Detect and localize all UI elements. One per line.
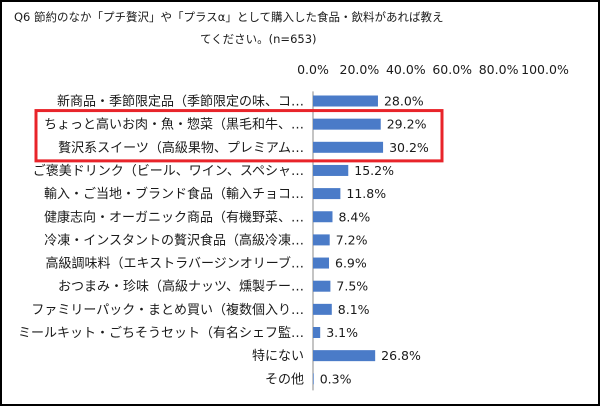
category-label: おつまみ・珍味（高級ナッツ、燻製チー…	[58, 279, 304, 295]
bar	[313, 95, 378, 107]
data-label: 26.8%	[381, 348, 421, 363]
data-label: 8.1%	[338, 302, 370, 317]
category-label: 輸入・ご当地・ブランド食品（輸入チョコ…	[44, 186, 304, 202]
data-label: 11.8%	[346, 186, 386, 201]
bar	[313, 118, 381, 130]
data-label: 3.1%	[326, 325, 358, 340]
category-label: 新商品・季節限定品（季節限定の味、コ…	[57, 94, 304, 110]
data-label: 6.9%	[335, 256, 367, 271]
data-label: 0.3%	[320, 371, 352, 386]
bar	[313, 257, 330, 269]
x-tick-label: 100.0%	[521, 62, 569, 77]
bar	[313, 350, 376, 362]
data-label: 29.2%	[387, 117, 427, 132]
highlight-box	[34, 109, 444, 163]
category-label: 健康志向・オーガニック商品（有機野菜、…	[44, 209, 304, 225]
data-label: 15.2%	[354, 163, 394, 178]
bar	[313, 164, 349, 176]
bar	[313, 280, 331, 292]
bar	[313, 327, 321, 338]
bar	[313, 211, 333, 223]
data-label: 28.0%	[384, 94, 424, 109]
bar	[313, 234, 330, 246]
data-label: 30.2%	[389, 140, 429, 155]
bar	[313, 303, 332, 315]
bar	[313, 373, 314, 385]
question-line-1: Q6 節約のなか「プチ贅沢」や「プラスα」として購入した食品・飲料があれば教え	[14, 10, 444, 24]
category-label: 特にない	[252, 349, 304, 364]
category-label: ご褒美ドリンク（ビール、ワイン、スペシャ…	[33, 163, 304, 179]
data-label: 7.2%	[336, 232, 368, 247]
bar	[313, 141, 384, 153]
question-line-2: てください。(n=653)	[200, 32, 317, 46]
x-tick-label: 60.0%	[432, 62, 472, 77]
category-label: 高級調味料（エキストラバージンオリーブ…	[46, 256, 304, 272]
category-label: その他	[265, 372, 304, 387]
x-tick-label: 40.0%	[386, 62, 426, 77]
category-label: 冷凍・インスタントの贅沢食品（高級冷凍…	[44, 232, 304, 248]
data-label: 7.5%	[336, 279, 368, 294]
x-tick-label: 0.0%	[297, 62, 329, 77]
bar	[313, 188, 341, 200]
category-label: 贅沢系スイーツ（高級果物、プレミアム…	[58, 140, 304, 156]
category-label: ファミリーパック・まとめ買い（複数個入り…	[31, 302, 304, 318]
x-tick-label: 20.0%	[340, 62, 380, 77]
category-label: ミールキット・ごちそうセット（有名シェフ監…	[18, 325, 304, 341]
x-tick-label: 80.0%	[479, 62, 519, 77]
data-label: 8.4%	[338, 209, 370, 224]
category-label: ちょっと高いお肉・魚・惣菜（黒毛和牛、…	[44, 117, 304, 133]
